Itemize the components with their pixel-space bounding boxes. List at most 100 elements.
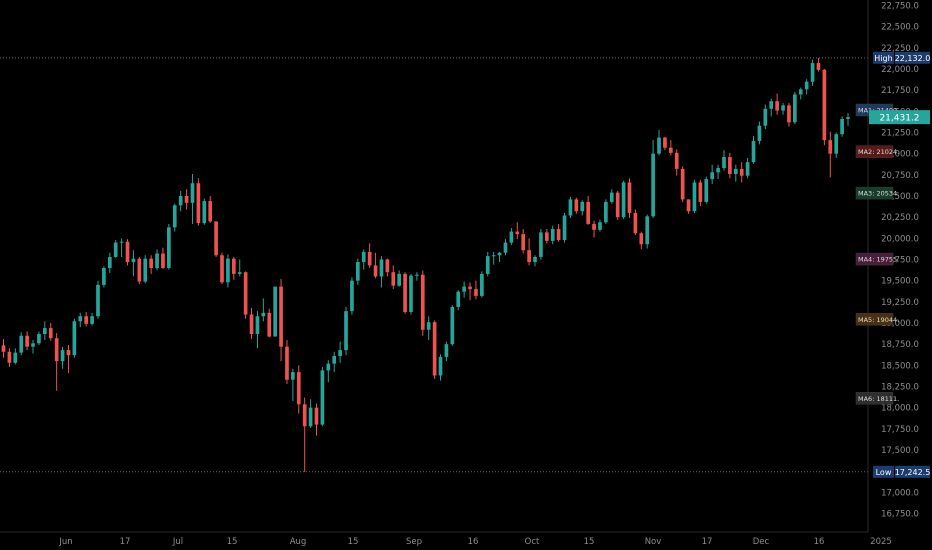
candle [733,164,738,182]
candle [291,368,295,401]
candle-body [332,356,337,364]
candle-body [609,192,614,202]
candle-body [615,192,620,218]
x-tick-label: Oct [525,537,540,547]
candle-body [828,140,833,154]
candle [403,272,407,314]
last-price-value: 21,431.2 [879,114,919,124]
candle-body [226,258,230,283]
candle-body [149,258,153,268]
x-tick-label: 15 [348,537,359,547]
candle-body [728,157,732,174]
candle-body [391,272,396,286]
x-tick-label: 17 [120,537,131,547]
ma-label-bg [855,252,894,266]
x-tick-label: 15 [227,537,238,547]
candle [663,136,667,151]
candle [527,238,531,266]
candle-body [291,372,295,380]
candle [84,311,89,327]
candle-body [90,316,94,324]
candle-body [468,286,472,290]
ma-label-bg [855,313,894,326]
candle [350,277,354,315]
candle [680,166,685,202]
candle [468,282,472,301]
candle-body [137,258,142,282]
candle [574,197,579,214]
candle [143,255,148,284]
candle-body [178,196,183,206]
candle-body [793,94,797,123]
candle [102,266,106,288]
candle-body [822,69,827,141]
candle-body [385,259,390,273]
candle-body [739,168,744,176]
candle-body [102,267,106,285]
high-marker: High 22,132.0 [873,51,930,64]
candle [787,102,791,127]
candle-body [397,273,402,286]
ma-label: MA4: 19755. [855,252,899,266]
candle-body [261,312,266,317]
candle [598,219,602,232]
candle-body [326,363,331,371]
candle-body [25,335,29,347]
candle [379,256,384,288]
candle-body [296,372,301,405]
candle-body [420,274,425,330]
time-axis[interactable]: Jun 17 Jul 15 Aug 15 Sep 16 Oct 15 Nov 17 Dec 16 2025 [58,537,891,547]
candle [592,220,596,238]
candle-body [627,182,632,213]
candle [739,162,744,183]
candle [231,256,236,280]
candle [249,307,254,340]
last-price-label: 21,431.2 [869,110,930,125]
x-tick-label: Jul [172,537,183,547]
high-marker-tag-bg [873,51,894,64]
y-tick-label: 22,750.0 [881,2,919,12]
candle-body [155,253,159,268]
candle [822,69,827,146]
y-tick-label: 18,750.0 [881,340,919,350]
candle-body [846,117,850,119]
candle-body [48,328,53,339]
candle [54,333,59,391]
candle [48,323,53,341]
candle [627,178,632,219]
candle [722,150,726,171]
candle [781,102,785,115]
candle-body [657,137,661,154]
candle [208,196,213,224]
candle [438,354,443,381]
candle [751,135,756,164]
candle [686,199,691,214]
candle-body [279,286,283,347]
candle [621,180,626,219]
candle-body [308,407,313,427]
candle-body [72,321,77,356]
candle-body [769,101,774,109]
low-marker-value-bg [895,465,930,478]
candle-body [840,118,844,135]
candle [237,259,242,277]
y-tick-label: 16,750.0 [881,510,919,520]
x-tick-label: 15 [584,537,595,547]
candle [515,222,520,240]
candle [167,223,171,270]
candle-body [184,196,189,203]
candle-body [686,199,691,212]
candle [497,251,502,263]
y-tick-label: 19,250.0 [881,298,919,308]
candle-body [503,242,508,253]
candle [769,98,774,117]
candle-body [515,231,520,235]
candle [669,140,673,156]
candle [539,229,543,260]
y-tick-label: 18,000.0 [881,404,919,414]
candle-body [361,251,366,263]
candle [60,346,65,369]
